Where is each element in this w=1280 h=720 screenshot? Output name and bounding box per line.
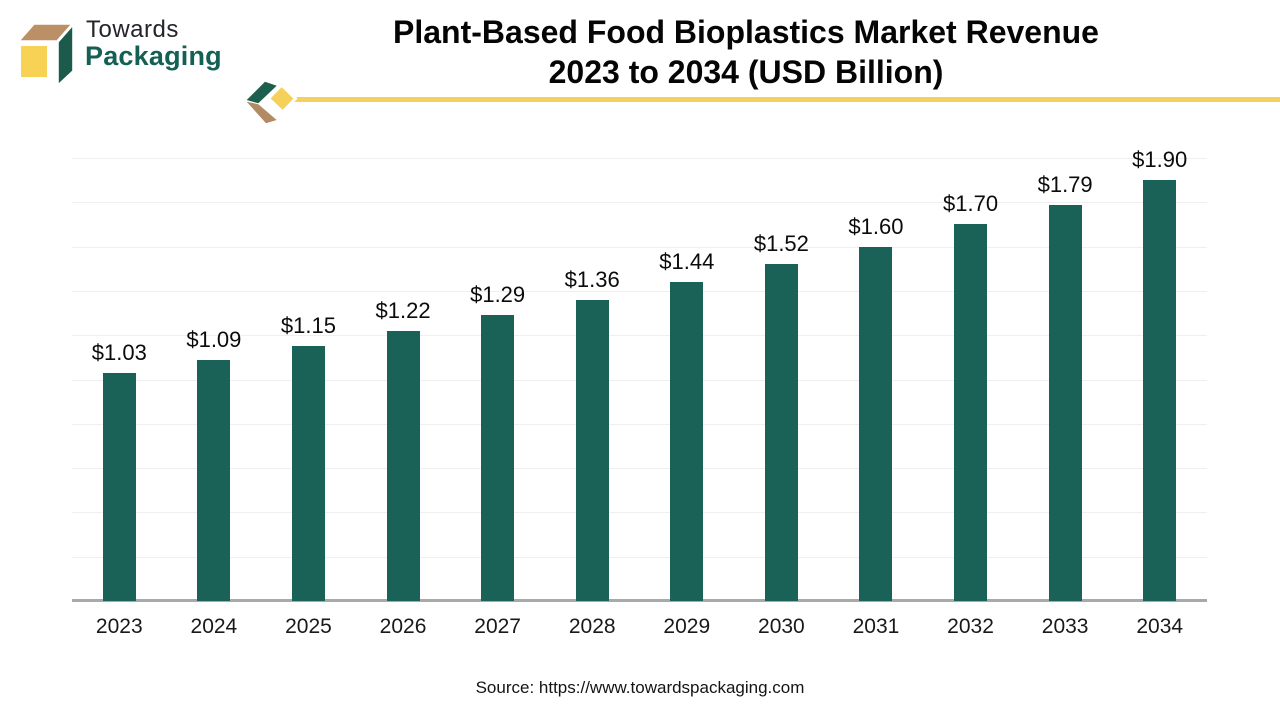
bar-value-label-2030: $1.52 [753,231,809,257]
bar-2033 [1048,204,1082,601]
x-axis-label-2033: 2033 [1041,615,1089,638]
brand-name-packaging: Packaging [85,41,222,71]
x-axis-label-2028: 2028 [568,615,616,638]
bar-value-label-2024: $1.09 [186,326,242,352]
x-axis-label-2030: 2030 [758,615,805,638]
x-axis-label-2023: 2023 [95,615,143,638]
bar-2027 [481,315,515,601]
x-axis-label-2025: 2025 [285,615,332,638]
bar-value-label-2033: $1.79 [1037,171,1093,197]
gridline [72,290,1207,292]
bar-2025 [291,346,325,601]
gridline [72,512,1207,514]
gridline [72,423,1207,425]
bar-2028 [575,299,609,601]
bar-value-label-2032: $1.70 [943,191,999,217]
gridline [72,468,1207,470]
x-axis-label-2034: 2034 [1136,615,1184,638]
bar-2023 [102,372,136,601]
bar-2031 [859,246,893,601]
gridline [72,246,1207,248]
x-axis-label-2024: 2024 [190,615,238,638]
gridline [72,202,1207,204]
chart-title: Plant-Based Food Bioplastics Market Reve… [206,12,1280,92]
gridline [72,379,1207,381]
logo-cube-icon [17,22,74,87]
bar-value-label-2026: $1.22 [375,297,431,323]
bar-2034 [1143,180,1177,601]
bar-2026 [386,330,420,601]
bar-2029 [670,282,704,601]
x-axis-label-2031: 2031 [852,615,900,638]
bar-value-label-2025: $1.15 [280,313,336,339]
x-axis-line [72,599,1207,602]
bar-value-label-2031: $1.60 [848,213,904,239]
source-text: Source: https://www.towardspackaging.com [475,678,805,697]
bar-2030 [764,264,798,601]
gridline [72,335,1207,337]
brand-name-towards: Towards [86,16,179,43]
bar-value-label-2034: $1.90 [1132,147,1188,173]
bar-value-label-2029: $1.44 [659,249,715,275]
bar-2024 [197,359,231,601]
x-axis-label-2026: 2026 [379,615,427,638]
bar-value-label-2023: $1.03 [91,339,147,365]
x-axis-label-2027: 2027 [474,615,521,638]
gridline [72,556,1207,558]
chart-title-line2: 2023 to 2034 (USD Billion) [548,54,944,90]
bar-value-label-2027: $1.29 [470,282,526,308]
brand-logo: Towards Packaging [0,0,240,95]
gridline [72,158,1207,159]
bar-2032 [954,224,988,601]
x-axis-label-2032: 2032 [947,615,994,638]
chart-title-line1: Plant-Based Food Bioplastics Market Reve… [393,14,1099,50]
x-axis-label-2029: 2029 [663,615,711,638]
bar-value-label-2028: $1.36 [564,266,620,292]
